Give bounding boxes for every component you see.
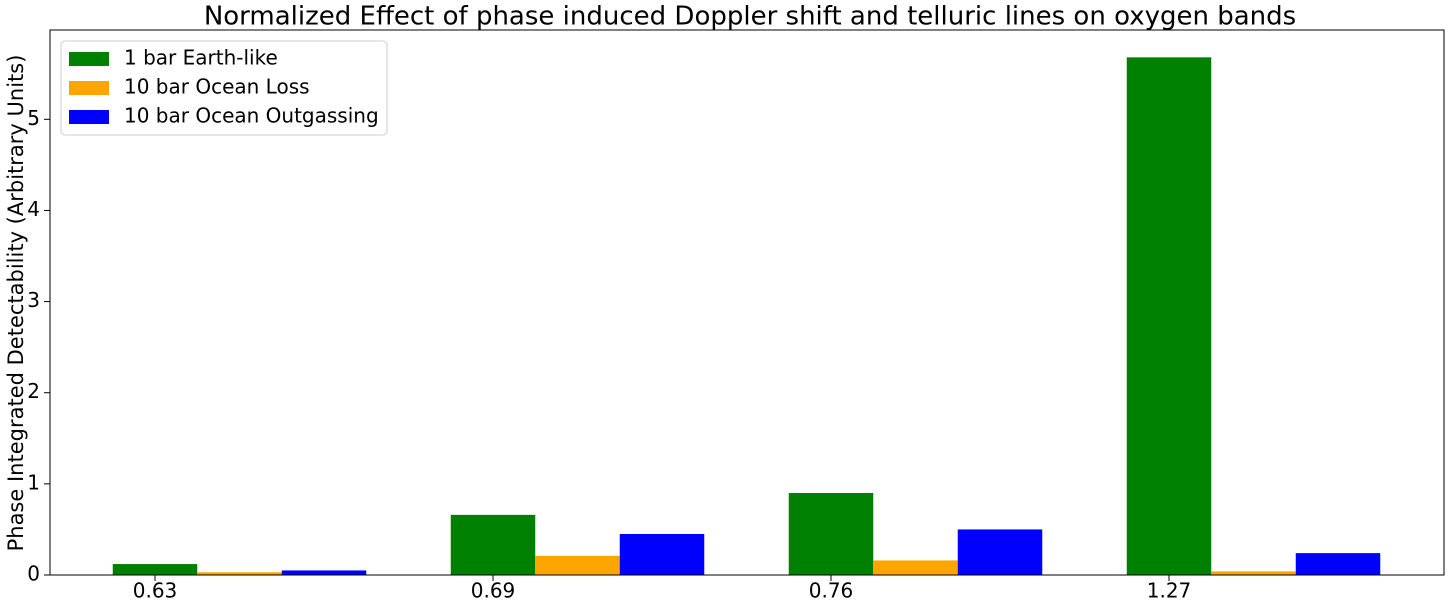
x-tick-label: 1.27 (1147, 579, 1192, 603)
bar (619, 533, 705, 575)
bar (450, 514, 536, 575)
bar (788, 492, 874, 575)
legend-box (60, 40, 388, 136)
y-tick-label: 5 (27, 106, 40, 130)
bar (112, 564, 198, 575)
legend-label: 10 bar Ocean Outgassing (124, 104, 379, 128)
y-axis-label: Phase Integrated Detectability (Arbitrar… (4, 55, 28, 552)
bar (957, 529, 1043, 575)
bar (873, 560, 958, 575)
bar (281, 570, 367, 575)
y-tick-label: 1 (27, 470, 40, 494)
legend-label: 10 bar Ocean Loss (124, 75, 310, 99)
bar (1211, 571, 1296, 575)
legend-label: 1 bar Earth-like (124, 46, 278, 70)
legend-swatch (69, 110, 109, 124)
legend-swatch (69, 52, 109, 66)
y-tick-label: 4 (27, 197, 40, 221)
x-tick-label: 0.76 (809, 579, 854, 603)
bar (535, 555, 620, 575)
y-tick-label: 2 (27, 379, 40, 403)
x-tick-label: 0.63 (133, 579, 178, 603)
y-tick-label: 3 (27, 288, 40, 312)
legend-swatch (69, 81, 109, 95)
bar (197, 572, 282, 575)
bar (1126, 57, 1212, 576)
plot-frame (49, 29, 1445, 576)
x-tick-label: 0.69 (471, 579, 516, 603)
chart-title: Normalized Effect of phase induced Doppl… (204, 2, 1296, 32)
bar (1295, 553, 1381, 575)
y-tick-label: 0 (27, 562, 40, 586)
